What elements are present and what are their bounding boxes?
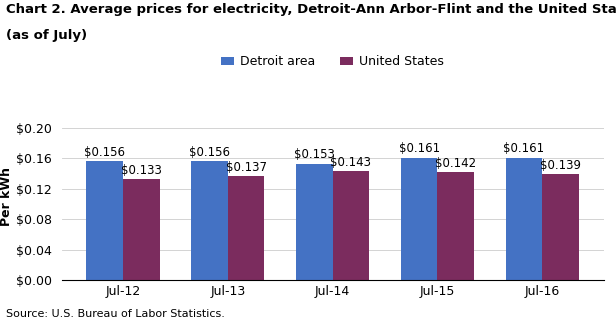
- Bar: [542, 174, 579, 280]
- Text: $0.143: $0.143: [331, 156, 371, 169]
- Text: $0.142: $0.142: [436, 157, 476, 170]
- Y-axis label: Per kWh: Per kWh: [0, 167, 13, 226]
- Text: (as of July): (as of July): [6, 29, 87, 42]
- Text: $0.156: $0.156: [189, 146, 230, 159]
- Bar: [333, 171, 370, 280]
- Text: Chart 2. Average prices for electricity, Detroit-Ann Arbor-Flint and the United : Chart 2. Average prices for electricity,…: [6, 3, 616, 16]
- Bar: [86, 161, 123, 280]
- Text: $0.139: $0.139: [540, 159, 581, 172]
- Text: $0.133: $0.133: [121, 164, 162, 177]
- Text: Source: U.S. Bureau of Labor Statistics.: Source: U.S. Bureau of Labor Statistics.: [6, 309, 225, 319]
- Text: $0.161: $0.161: [503, 142, 545, 155]
- Text: $0.156: $0.156: [84, 146, 125, 159]
- Text: $0.153: $0.153: [294, 148, 334, 161]
- Bar: [401, 157, 437, 280]
- Bar: [191, 161, 228, 280]
- Legend: Detroit area, United States: Detroit area, United States: [221, 55, 444, 68]
- Text: $0.137: $0.137: [225, 161, 267, 174]
- Bar: [296, 164, 333, 280]
- Bar: [437, 172, 474, 280]
- Bar: [506, 157, 542, 280]
- Text: $0.161: $0.161: [399, 142, 440, 155]
- Bar: [228, 176, 264, 280]
- Bar: [123, 179, 160, 280]
